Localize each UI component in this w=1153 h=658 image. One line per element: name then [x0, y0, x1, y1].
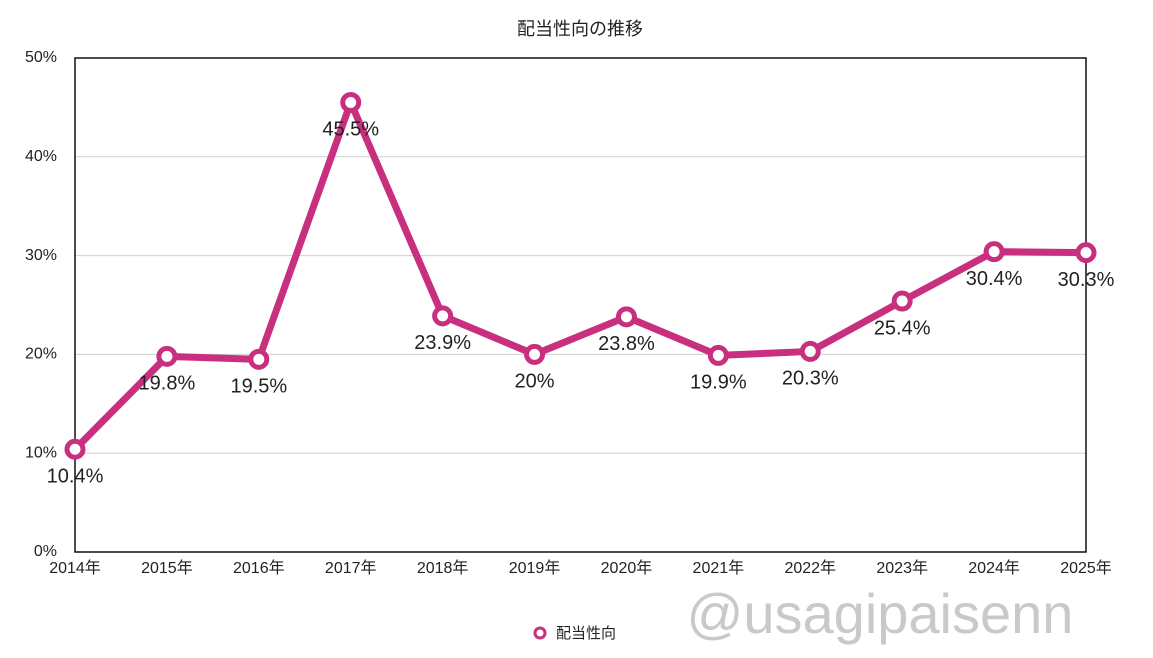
y-tick-label: 30%: [25, 247, 57, 264]
watermark: @usagipaisenn: [687, 582, 1074, 645]
line: [72, 98, 1087, 452]
x-tick-label: 2023年: [876, 559, 928, 577]
data-label: 30.3%: [1058, 269, 1115, 291]
legend-marker: [533, 626, 547, 640]
point: [707, 344, 729, 366]
y-tick-label: 10%: [25, 444, 57, 461]
x-tick-label: 2025年: [1060, 559, 1112, 577]
y-tick-label: 40%: [25, 148, 57, 165]
data-label: 30.4%: [966, 268, 1023, 290]
data-label: 25.4%: [874, 317, 931, 339]
point: [524, 343, 546, 365]
data-label: 20.3%: [782, 368, 839, 390]
chart-title: 配当性向の推移: [517, 19, 643, 39]
legend-label: 配当性向: [556, 625, 616, 642]
x-tick-label: 2022年: [784, 559, 836, 577]
point: [432, 305, 454, 327]
x-tick-label: 2018年: [417, 559, 469, 577]
x-tick-label: 2015年: [141, 559, 193, 577]
data-label: 10.4%: [47, 466, 104, 488]
y-tick-label: 50%: [25, 49, 57, 66]
x-tick-label: 2020年: [601, 559, 653, 577]
point: [156, 345, 178, 367]
plot-frame: [74, 57, 1087, 553]
x-tick-label: 2014年: [49, 559, 101, 577]
data-label: 19.9%: [690, 372, 747, 394]
data-label: 23.9%: [414, 332, 471, 354]
point: [340, 91, 362, 113]
x-tick-label: 2016年: [233, 559, 285, 577]
x-tick-label: 2019年: [509, 559, 561, 577]
y-tick-label: 20%: [25, 346, 57, 363]
point: [983, 241, 1005, 263]
point: [891, 290, 913, 312]
x-tick-label: 2024年: [968, 559, 1020, 577]
data-label: 23.8%: [598, 333, 655, 355]
data-label: 20%: [515, 371, 555, 393]
point: [248, 348, 270, 370]
point: [1075, 242, 1097, 264]
x-tick-label: 2017年: [325, 559, 377, 577]
data-label: 19.8%: [139, 373, 196, 395]
point: [615, 306, 637, 328]
data-label: 45.5%: [322, 119, 379, 141]
data-label: 19.5%: [230, 376, 287, 398]
point: [64, 438, 86, 460]
x-tick-label: 2021年: [693, 559, 745, 577]
y-tick-label: 0%: [34, 543, 57, 560]
point: [799, 340, 821, 362]
